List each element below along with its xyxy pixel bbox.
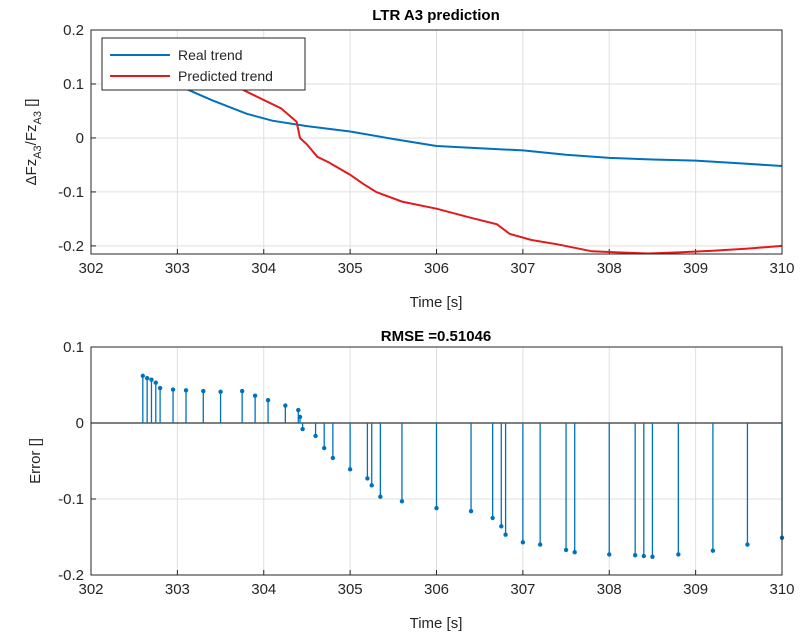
- x-tick-label: 310: [769, 581, 794, 598]
- plot2-x-ticks: 302 303 304 305 306 307 308 309 310: [78, 570, 795, 598]
- plot2-stems: [140, 373, 785, 559]
- x-tick-label: 303: [165, 260, 190, 277]
- stem-marker: [313, 433, 318, 439]
- plot1-y-label: ΔFzA3/FzA3 []: [23, 99, 44, 186]
- stem-marker: [330, 455, 336, 461]
- stem-marker: [218, 389, 223, 395]
- plot1-title: LTR A3 prediction: [372, 7, 500, 24]
- stem-marker: [347, 467, 353, 472]
- stem-marker: [710, 548, 716, 553]
- stem-marker: [369, 483, 374, 488]
- plot-ltr-prediction: LTR A3 prediction 302 303 304 305 306 307 308 3…: [23, 7, 795, 311]
- stem-marker: [297, 414, 303, 420]
- stem-marker: [537, 542, 543, 547]
- stem-marker: [676, 552, 681, 557]
- plot2-y-label: Error []: [27, 438, 44, 484]
- plot-rmse-error: RMSE =0.51046 302 303 304 305 306 307 308 309 31…: [27, 328, 795, 632]
- stem-marker: [745, 542, 750, 547]
- y-tick-label: -0.2: [58, 238, 84, 255]
- x-tick-label: 302: [78, 260, 103, 277]
- stem-marker: [239, 388, 245, 394]
- x-tick-label: 306: [424, 260, 449, 277]
- stem-marker: [201, 388, 206, 394]
- x-tick-label: 307: [510, 581, 535, 598]
- plot1-y-ticks: 0.2 0.1 0 -0.1 -0.2: [58, 22, 96, 255]
- x-tick-label: 303: [165, 581, 190, 598]
- stem-marker: [252, 393, 258, 398]
- stem-marker: [365, 476, 370, 481]
- stem-marker: [149, 377, 154, 382]
- stem-marker: [563, 547, 569, 553]
- stem-marker: [300, 426, 305, 432]
- stem-marker: [490, 515, 495, 521]
- x-tick-label: 304: [251, 260, 276, 277]
- x-tick-label: 305: [338, 260, 363, 277]
- stem-marker: [650, 554, 655, 559]
- legend-box: [101, 37, 306, 91]
- y-tick-label: -0.1: [58, 491, 84, 508]
- stem-marker: [378, 494, 383, 499]
- x-tick-label: 310: [769, 260, 794, 277]
- stem-marker: [503, 532, 508, 537]
- plot1-legend: Real trend Predicted trend: [101, 37, 306, 91]
- stem-marker: [520, 540, 526, 545]
- stem-marker: [572, 550, 577, 555]
- stem-marker: [632, 553, 638, 558]
- plot2-title: RMSE =0.51046: [381, 328, 492, 345]
- x-tick-label: 302: [78, 581, 103, 598]
- stem-marker: [499, 524, 504, 529]
- plot1-axes-box: [90, 29, 783, 255]
- x-tick-label: 309: [683, 260, 708, 277]
- stem-marker: [607, 552, 612, 557]
- x-tick-label: 308: [597, 581, 622, 598]
- stem-marker: [144, 375, 150, 381]
- x-tick-label: 309: [683, 581, 708, 598]
- stem-marker: [468, 508, 474, 514]
- stem-marker: [153, 380, 158, 385]
- stem-marker: [140, 373, 146, 379]
- x-tick-label: 306: [424, 581, 449, 598]
- x-tick-label: 305: [338, 581, 363, 598]
- x-tick-label: 308: [597, 260, 622, 277]
- stem-marker: [157, 385, 163, 391]
- stem-marker: [170, 387, 176, 392]
- x-tick-label: 304: [251, 581, 276, 598]
- y-tick-label: -0.2: [58, 567, 84, 584]
- series-line-predicted-trend: [144, 39, 782, 254]
- plot2-x-label: Time [s]: [410, 615, 463, 632]
- legend-label-predicted-trend: Predicted trend: [178, 68, 273, 84]
- plot1-series: [142, 39, 782, 254]
- y-tick-label: 0: [76, 415, 84, 432]
- stem-marker: [183, 388, 189, 393]
- y-tick-label: 0: [76, 130, 84, 147]
- y-tick-label: -0.1: [58, 184, 84, 201]
- legend-label-real-trend: Real trend: [178, 47, 243, 63]
- stem-marker: [641, 553, 646, 559]
- stem-marker: [434, 505, 439, 511]
- plot2-axes-box: [90, 346, 783, 576]
- series-line-real-trend: [142, 53, 782, 167]
- y-tick-label: 0.2: [63, 22, 84, 39]
- stem-marker: [283, 403, 288, 408]
- stem-marker: [322, 445, 327, 451]
- stem-marker: [265, 398, 271, 403]
- stem-marker: [296, 407, 301, 413]
- x-tick-label: 307: [510, 260, 535, 277]
- y-tick-label: 0.1: [63, 339, 84, 356]
- plot1-x-label: Time [s]: [410, 294, 463, 311]
- stem-marker: [399, 499, 405, 504]
- y-tick-label: 0.1: [63, 76, 84, 93]
- plot1-x-ticks: 302 303 304 305 306 307 308 309 310: [78, 249, 795, 277]
